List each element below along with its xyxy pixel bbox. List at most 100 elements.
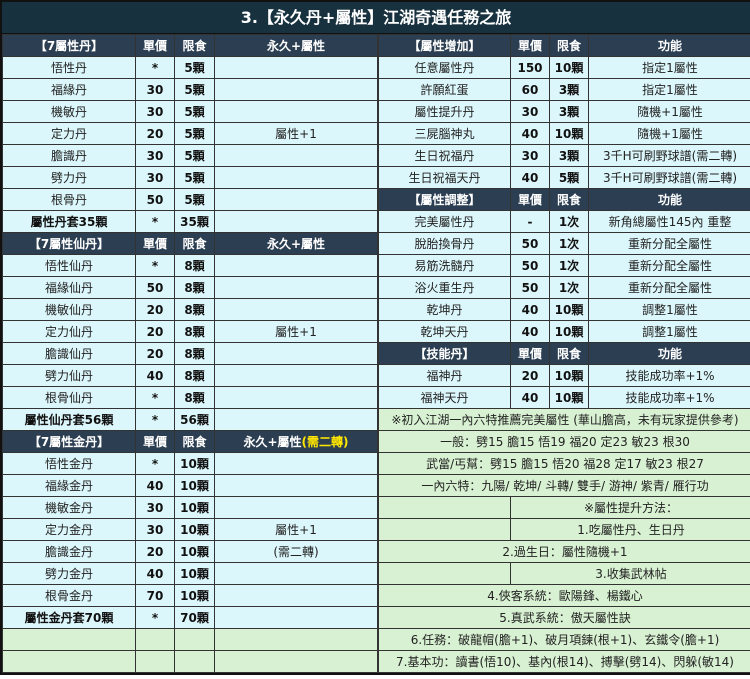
table-row: 悟性金丹 * 10顆 [2,452,378,475]
empty-cell [2,628,136,651]
item-name: 劈力金丹 [2,562,136,585]
table-row: 根骨丹 50 5顆 [2,188,378,211]
header-eat-limit: 限食 [174,232,215,255]
note-row: 1.吃屬性丹、生日丹 [378,518,750,541]
note-text: 4.俠客系統：歐陽鋒、楊鐵心 [378,584,750,607]
effect: 技能成功率+1% [588,364,750,387]
header-label: 單價 [517,347,542,361]
note-row: 6.任務：破龍帽(膽+1)、破月項鍊(根+1)、玄鐵令(膽+1) [378,628,750,651]
section-header: 【技能丹】 單價 限食 功能 [378,342,750,365]
table-row: 機敏仙丹 20 8顆 [2,298,378,321]
header-label: 限食 [182,39,207,53]
note-text: ※初入江湖一內六特推薦完美屬性 (華山膽高，未有玩家提供參考) [378,408,750,431]
effect: 新角總屬性145內 重整 [588,210,750,233]
effect: 指定1屬性 [588,78,750,101]
section-header: 【7屬性丹】 單價 限食 永久+屬性 [2,34,378,57]
header-item-name: 【屬性調整】 [378,188,511,211]
table-row: 膽識仙丹 20 8顆 [2,342,378,365]
table-row: 三屍腦神丸 40 10顆 隨機+1屬性 [378,122,750,145]
item-name: 浴火重生丹 [378,276,511,299]
effect: 調整1屬性 [588,320,750,343]
item-name: 悟性丹 [2,56,136,79]
note-row: 4.俠客系統：歐陽鋒、楊鐵心 [378,584,750,607]
eat-limit: 1次 [549,276,589,299]
table-row: 屬性丹套35顆 * 35顆 [2,210,378,233]
effect [214,254,378,277]
note-spacer [378,562,511,585]
eat-limit: 35顆 [174,210,215,233]
eat-limit: 10顆 [174,496,215,519]
item-name: 屬性提升丹 [378,100,511,123]
section-header: 【7屬性金丹】 單價 限食 永久+屬性(需二轉) [2,430,378,453]
table-row: 浴火重生丹 50 1次 重新分配全屬性 [378,276,750,299]
effect [214,474,378,497]
effect: 重新分配全屬性 [588,232,750,255]
header-item-name: 【7屬性丹】 [2,34,136,57]
table-row: 劈力丹 30 5顆 [2,166,378,189]
eat-limit: 5顆 [549,166,589,189]
item-name: 定力仙丹 [2,320,136,343]
note-text: 一內六特：九陽/ 乾坤/ 斗轉/ 雙手/ 游神/ 紫青/ 雁行功 [378,474,750,497]
unit-price: 20 [135,540,175,563]
note-text: 5.真武系統：傲天屬性訣 [378,606,750,629]
effect: 重新分配全屬性 [588,254,750,277]
item-name: 定力金丹 [2,518,136,541]
unit-price: 20 [135,342,175,365]
unit-price: 40 [510,122,550,145]
eat-limit: 10顆 [174,540,215,563]
table-row: 根骨仙丹 * 8顆 [2,386,378,409]
table-row: 福緣金丹 40 10顆 [2,474,378,497]
header-label: 限食 [556,193,581,207]
eat-limit: 3顆 [549,100,589,123]
effect: 隨機+1屬性 [588,100,750,123]
table-row: 機敏金丹 30 10顆 [2,496,378,519]
eat-limit: 8顆 [174,342,215,365]
table-row: 膽識金丹 20 10顆 (需二轉) [2,540,378,563]
header-eat-limit: 限食 [174,430,215,453]
effect: 重新分配全屬性 [588,276,750,299]
header-label: 【屬性增加】 [408,39,481,53]
item-name: 生日祝福天丹 [378,166,511,189]
eat-limit: 10顆 [549,122,589,145]
empty-cell [174,628,215,651]
item-name: 悟性金丹 [2,452,136,475]
header-label: 單價 [142,435,167,449]
item-name: 乾坤丹 [378,298,511,321]
eat-limit: 5顆 [174,188,215,211]
unit-price: * [135,386,175,409]
effect: 調整1屬性 [588,298,750,321]
table-row: 屬性提升丹 30 3顆 隨機+1屬性 [378,100,750,123]
eat-limit: 10顆 [174,474,215,497]
header-label: 功能 [657,39,682,53]
header-eat-limit: 限食 [549,188,589,211]
effect [214,496,378,519]
eat-limit: 8顆 [174,254,215,277]
effect: 3千H可刷野球譜(需二轉) [588,144,750,167]
table-row: 根骨金丹 70 10顆 [2,584,378,607]
unit-price: 50 [135,188,175,211]
effect [214,298,378,321]
effect [214,342,378,365]
effect [214,452,378,475]
note-row: 武當/丐幫：劈15 膽15 悟20 福28 定17 敏23 根27 [378,452,750,475]
note-text: 7.基本功：讀書(悟10)、基內(根14)、搏擊(劈14)、閃躲(敏14) [378,650,750,673]
unit-price: 40 [135,562,175,585]
item-name: 易筋洗髓丹 [378,254,511,277]
eat-limit: 1次 [549,210,589,233]
header-label: 限食 [182,237,207,251]
item-name: 福緣仙丹 [2,276,136,299]
unit-price: 40 [510,166,550,189]
item-name: 根骨丹 [2,188,136,211]
eat-limit: 10顆 [174,518,215,541]
item-name: 機敏丹 [2,100,136,123]
item-name: 任意屬性丹 [378,56,511,79]
table-row: 生日祝福丹 30 3顆 3千H可刷野球譜(需二轉) [378,144,750,167]
note-row: 一內六特：九陽/ 乾坤/ 斗轉/ 雙手/ 游神/ 紫青/ 雁行功 [378,474,750,497]
eat-limit: 5顆 [174,100,215,123]
eat-limit: 10顆 [549,386,589,409]
item-name: 乾坤天丹 [378,320,511,343]
note-row: 5.真武系統：傲天屬性訣 [378,606,750,629]
eat-limit: 5顆 [174,78,215,101]
empty-row [2,650,378,673]
eat-limit: 10顆 [174,562,215,585]
